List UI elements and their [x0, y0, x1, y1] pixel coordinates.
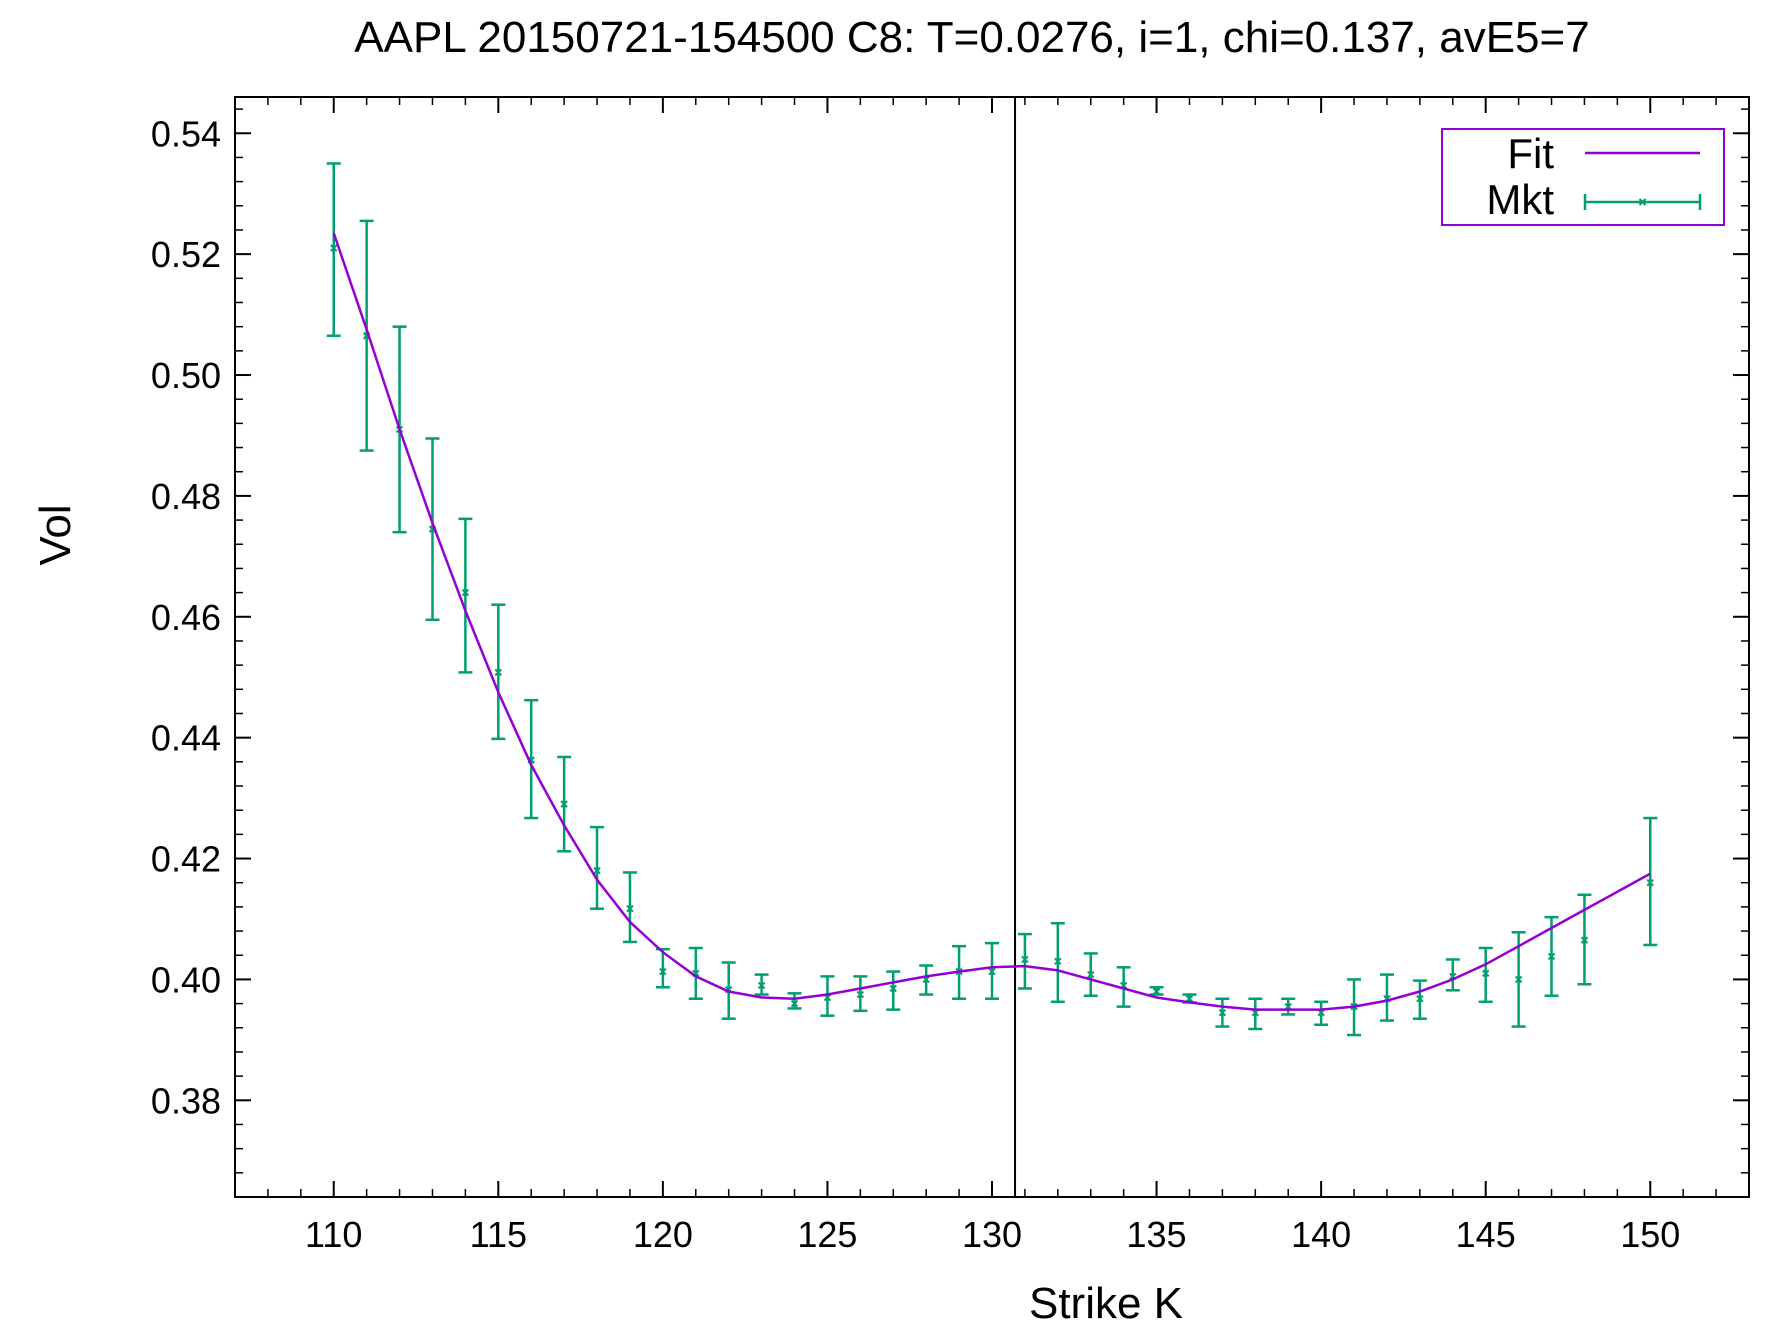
x-tick-label: 135 [1127, 1214, 1187, 1255]
mkt-marker [1218, 1008, 1227, 1017]
mkt-point [886, 970, 901, 1011]
chart-title: AAPL 20150721-154500 C8: T=0.0276, i=1, … [354, 13, 1589, 62]
mkt-point [359, 219, 374, 452]
legend-mkt-swatch-marker [1638, 198, 1647, 206]
y-tick-label: 0.38 [151, 1080, 221, 1121]
mkt-point [1248, 997, 1263, 1031]
mkt-point [1643, 816, 1658, 947]
x-axis-ticks: 110 115 120 125 130 135 140 145 150 [305, 97, 1680, 1255]
mkt-marker [1087, 970, 1095, 979]
y-tick-label: 0.50 [151, 355, 221, 396]
mkt-point [1215, 997, 1230, 1028]
series-fit-line [332, 232, 1651, 1011]
legend-fit-label: Fit [1507, 130, 1554, 177]
x-tick-label: 125 [797, 1214, 857, 1255]
y-axis-ticks: 0.38 0.40 0.42 0.44 0.46 0.48 0.50 0.52 0.54 [151, 113, 1749, 1121]
mkt-point [1544, 915, 1559, 997]
mkt-marker [1481, 969, 1490, 978]
mkt-point [1017, 932, 1032, 990]
mkt-marker [889, 984, 897, 993]
mkt-point [491, 603, 506, 741]
y-tick-label: 0.52 [151, 234, 221, 275]
y-tick-label: 0.46 [151, 597, 221, 638]
legend: Fit Mkt [1441, 128, 1725, 226]
x-tick-label: 140 [1291, 1214, 1351, 1255]
mkt-point [1445, 958, 1460, 992]
mkt-marker [330, 244, 338, 252]
mkt-point [985, 941, 999, 1001]
legend-box [1441, 128, 1725, 226]
x-tick-label: 130 [962, 1214, 1022, 1255]
mkt-point [1050, 921, 1065, 1004]
x-tick-label: 150 [1620, 1214, 1680, 1255]
x-tick-label: 120 [633, 1214, 693, 1255]
mkt-point [1478, 946, 1493, 1004]
mkt-point [458, 517, 473, 674]
legend-mkt-label: Mkt [1486, 176, 1554, 223]
mkt-marker [1054, 957, 1062, 965]
mkt-point [557, 755, 572, 853]
y-axis-label: Vol [31, 504, 80, 565]
x-tick-label: 110 [305, 1214, 362, 1255]
mkt-marker [988, 967, 996, 976]
y-tick-label: 0.44 [151, 718, 221, 759]
mkt-marker [1580, 936, 1589, 944]
mkt-marker [494, 668, 503, 677]
mkt-point [754, 973, 769, 996]
mkt-marker [1152, 987, 1161, 996]
minor-ticks [234, 97, 1750, 1197]
mkt-point [1149, 986, 1164, 996]
mkt-marker [1646, 879, 1654, 887]
series-mkt [326, 162, 1658, 1037]
mkt-point [919, 964, 934, 996]
mkt-point [524, 698, 539, 820]
y-tick-label: 0.48 [151, 476, 221, 517]
mkt-marker [1185, 995, 1194, 1003]
mkt-marker [757, 981, 766, 990]
mkt-point [1379, 973, 1394, 1022]
mkt-point [1511, 931, 1526, 1028]
mkt-marker [856, 990, 865, 999]
x-tick-label: 145 [1456, 1214, 1516, 1255]
legend-mkt-swatch [1583, 194, 1702, 210]
mkt-point [1412, 979, 1427, 1020]
mkt-point [688, 946, 703, 1001]
mkt-point [1083, 952, 1098, 997]
mkt-marker [461, 588, 470, 597]
plot-frame [234, 96, 1750, 1198]
mkt-point [326, 162, 341, 337]
mkt-marker [593, 866, 601, 875]
mkt-point [1281, 997, 1296, 1016]
mkt-marker [1021, 955, 1029, 964]
mkt-point [1314, 1000, 1329, 1026]
mkt-point [853, 975, 868, 1013]
mkt-point [590, 825, 605, 910]
mkt-marker [560, 800, 568, 808]
mkt-marker [626, 904, 634, 913]
x-tick-label: 115 [470, 1214, 527, 1255]
y-tick-label: 0.54 [151, 113, 221, 154]
y-tick-label: 0.42 [151, 839, 221, 880]
mkt-marker [1514, 975, 1523, 984]
mkt-marker [1547, 952, 1556, 961]
mkt-marker [790, 999, 799, 1008]
mkt-marker [659, 967, 667, 976]
mkt-point [820, 975, 835, 1017]
x-axis-label: Strike K [1029, 1279, 1183, 1328]
mkt-point [622, 871, 637, 944]
mkt-marker [1416, 995, 1424, 1003]
mkt-point [425, 437, 440, 622]
y-tick-label: 0.40 [151, 959, 221, 1000]
mkt-point [787, 992, 802, 1010]
